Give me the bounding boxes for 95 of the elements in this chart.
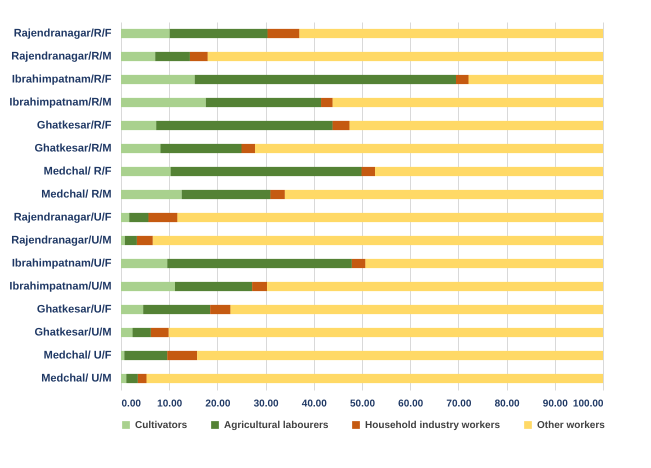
bar [155,52,190,62]
x-tick-label: 90.00 [542,398,568,410]
x-tick-label: 40.00 [302,398,328,410]
bar [121,74,195,84]
bar [121,166,171,176]
bar [194,74,456,84]
bar [121,350,124,360]
bar [121,282,175,292]
bar [270,190,285,200]
x-tick-label: 100.00 [572,398,604,410]
y-tick-label: Ibrahimpatnam/U/M [9,280,112,292]
bar [152,236,603,246]
bar [160,144,242,154]
bar [121,120,156,130]
bar [268,28,300,38]
bar [468,74,603,84]
y-tick-label: Ghatkesar/R/F [36,120,112,132]
bar [190,52,208,62]
bar [182,190,270,200]
bar [146,374,603,384]
bar [177,212,603,222]
y-tick-label: Ghatkesar/R/M [34,142,112,154]
bar [254,144,603,154]
bar [121,52,156,62]
legend-label: Agricultural labourers [224,420,329,431]
bar [242,144,255,154]
y-tick-label: Ghatkesar/U/F [36,304,112,316]
bar [121,190,182,200]
bar [174,282,252,292]
y-tick-label: Medchal/ R/M [41,188,112,200]
bar [121,328,133,338]
x-tick-label: 60.00 [398,398,424,410]
bar [332,120,350,130]
bar [321,98,333,108]
bar [121,144,161,154]
bar [121,212,130,222]
bar [332,98,603,108]
bar [170,166,362,176]
bar [121,28,170,38]
y-tick-label: Rajendranagar/R/M [11,50,112,62]
bar [121,236,125,246]
bar [136,236,153,246]
y-tick-label: Medchal/ U/M [41,372,112,384]
y-tick-label: Ghatkesar/U/M [34,326,112,338]
y-tick-label: Ibrahimpatnam/U/F [12,258,112,270]
bar [197,350,603,360]
bar [132,328,151,338]
bar [138,374,147,384]
x-tick-label: 50.00 [350,398,376,410]
y-tick-label: Ibrahimpatnam/R/F [12,74,112,86]
bar [124,350,168,360]
bar [121,304,144,314]
bar [352,258,366,268]
bar [121,258,168,268]
x-tick-label: 0.00 [122,398,142,410]
bar [156,120,333,130]
bar [143,304,210,314]
bar [230,304,603,314]
bar [167,258,352,268]
bar [121,374,126,384]
bar [365,258,603,268]
bar [210,304,230,314]
x-tick-label: 30.00 [254,398,280,410]
legend-label: Household industry workers [365,420,500,431]
bar [375,166,603,176]
bar [148,212,178,222]
bar [208,52,603,62]
y-tick-label: Ibrahimpatnam/R/M [9,96,112,108]
x-tick-label: 10.00 [157,398,183,410]
y-tick-label: Medchal/ R/F [44,166,112,178]
bar [126,374,138,384]
x-tick-label: 70.00 [446,398,472,410]
bar [121,98,206,108]
bar [168,328,603,338]
legend-label: Other workers [537,420,606,431]
x-tick-label: 20.00 [205,398,231,410]
bar [362,166,376,176]
bar [170,28,268,38]
bar [456,74,469,84]
bar [124,236,137,246]
bar [299,28,603,38]
y-tick-label: Rajendranagar/U/M [11,234,112,246]
bar [349,120,603,130]
y-tick-label: Rajendranagar/U/F [14,212,112,224]
bar [267,282,603,292]
bar [167,350,198,360]
bar [284,190,603,200]
bar [206,98,322,108]
y-tick-label: Rajendranagar/R/F [14,28,112,40]
bar [150,328,169,338]
y-tick-label: Medchal/ U/F [44,350,112,362]
bar [129,212,148,222]
bar [252,282,268,292]
legend-label: Cultivators [135,420,188,431]
x-tick-label: 80.00 [494,398,520,410]
